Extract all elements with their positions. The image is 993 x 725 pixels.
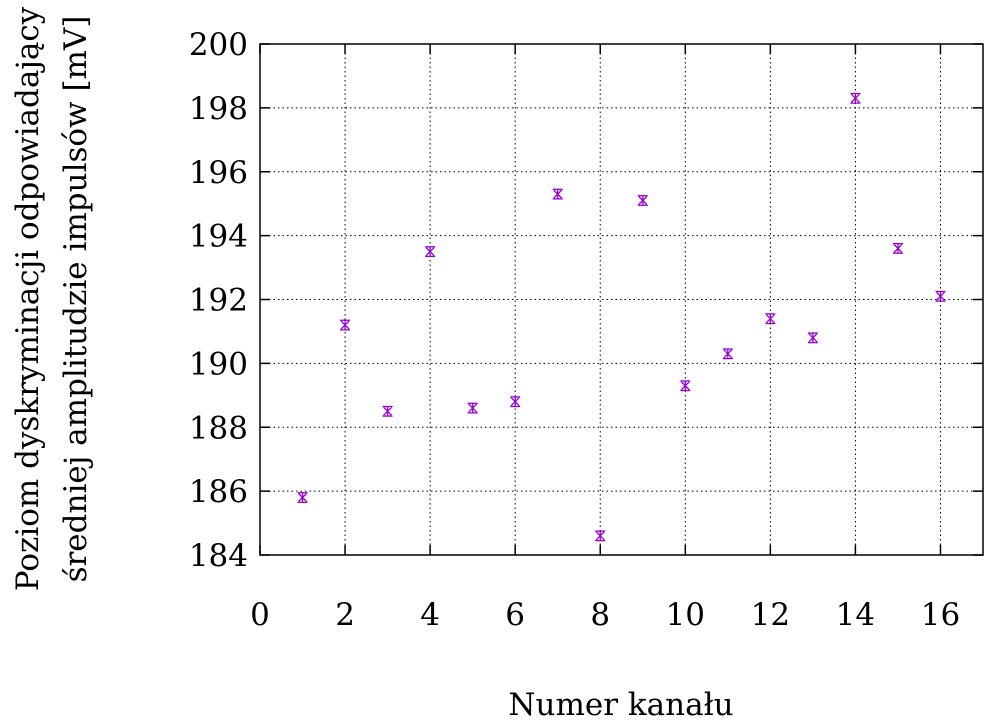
data-point bbox=[765, 313, 776, 325]
y-tick-label: 200 bbox=[189, 27, 248, 63]
x-axis-title: Numer kanału bbox=[508, 687, 733, 723]
y-tick-label: 188 bbox=[189, 410, 248, 446]
data-point bbox=[722, 348, 733, 360]
data-point bbox=[297, 492, 308, 503]
x-tick-label: 8 bbox=[590, 597, 610, 633]
y-tick-label: 192 bbox=[189, 283, 248, 319]
data-point bbox=[680, 380, 691, 392]
data-point bbox=[382, 405, 393, 417]
x-tick-label: 16 bbox=[921, 597, 960, 633]
y-axis-title-line-2: średniej amplitudzie impulsów [mV] bbox=[58, 16, 94, 583]
y-tick-label: 196 bbox=[189, 155, 248, 191]
data-point bbox=[807, 332, 818, 344]
y-axis-title-line-1: Poziom dyskryminacji odpowiadający bbox=[10, 6, 46, 591]
y-tick-label: 198 bbox=[189, 91, 248, 127]
x-tick-label: 2 bbox=[335, 597, 355, 633]
y-tick-label: 184 bbox=[189, 538, 248, 574]
x-tick-label: 0 bbox=[250, 597, 270, 633]
data-points bbox=[297, 92, 946, 542]
y-tick-label: 186 bbox=[189, 474, 248, 510]
data-point bbox=[467, 402, 478, 414]
x-tick-label: 12 bbox=[751, 597, 790, 633]
x-tick-label: 6 bbox=[505, 597, 525, 633]
data-point bbox=[850, 92, 861, 104]
x-tick-label: 10 bbox=[666, 597, 705, 633]
y-tick-label: 190 bbox=[189, 346, 248, 382]
data-point bbox=[595, 530, 606, 542]
data-point bbox=[892, 242, 903, 254]
grid bbox=[259, 43, 983, 556]
data-point bbox=[510, 396, 521, 408]
data-point bbox=[935, 290, 946, 302]
data-point bbox=[637, 195, 648, 206]
data-point bbox=[552, 188, 563, 200]
x-tick-label: 14 bbox=[836, 597, 875, 633]
data-point bbox=[425, 246, 436, 258]
axis-ticks: 184 186 188 190 192 194 196 198 200 0 2 4 6 8 10 12 14 16 bbox=[189, 27, 983, 633]
x-tick-label: 4 bbox=[420, 597, 440, 633]
y-tick-label: 194 bbox=[189, 219, 248, 255]
data-point bbox=[340, 319, 351, 331]
